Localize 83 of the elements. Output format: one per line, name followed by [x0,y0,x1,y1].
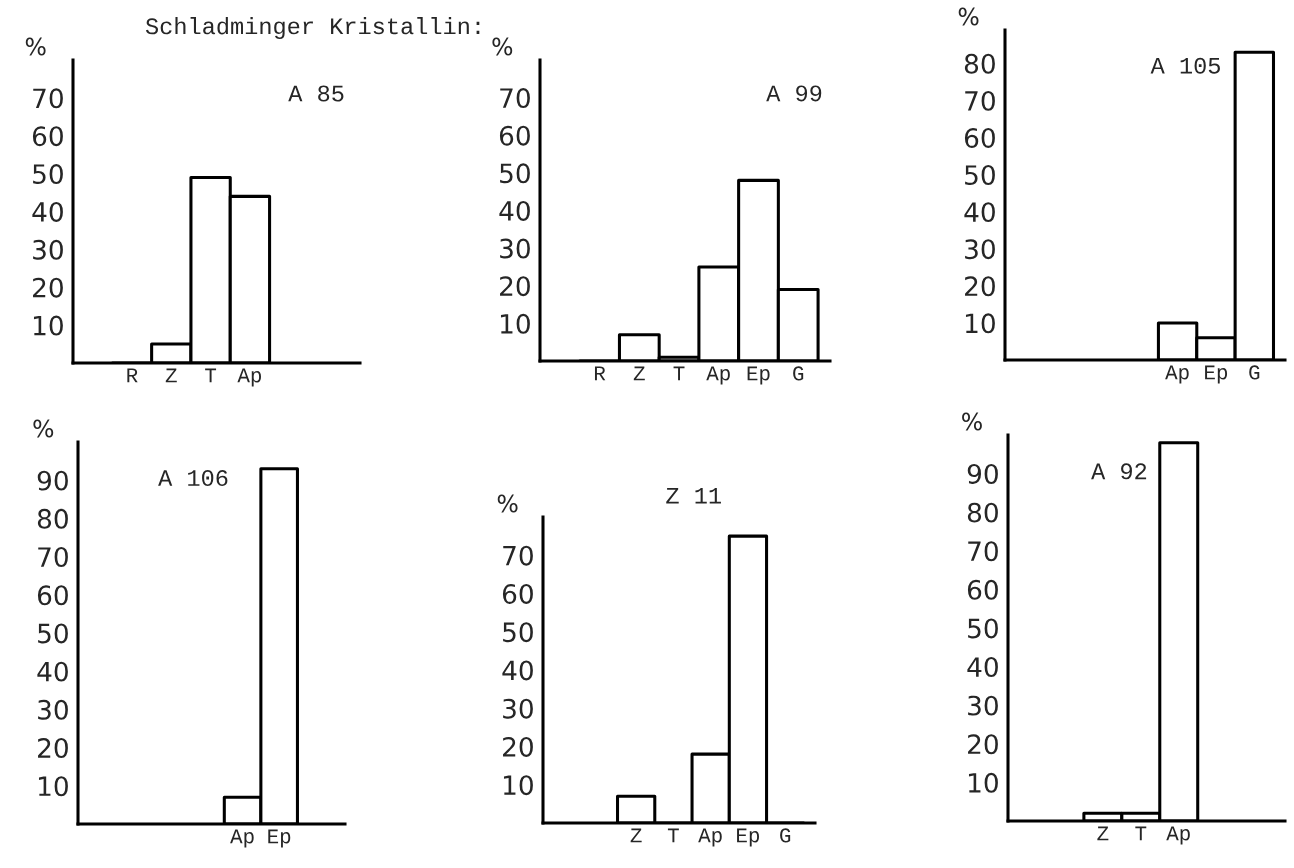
text: A 85 [288,85,344,102]
y-tick-label: 80 [967,502,998,523]
y-tick-label: 20 [503,736,533,757]
x-tick-label: Z [165,368,177,383]
y-tick-label: 50 [965,165,995,186]
x-tick-label: Ap [237,368,261,387]
x-tick-label: T [205,368,217,383]
text: A 99 [766,85,822,102]
y-tick-label: 10 [965,313,995,334]
y-axis-title: % [33,419,54,438]
y-tick-label: 30 [503,698,533,719]
y-axis-title: % [958,7,979,26]
x-tick-label: T [673,366,685,381]
y-tick-label: 70 [38,547,68,567]
x-tick-label: Ap [1165,365,1189,384]
y-tick-label: 30 [33,239,63,260]
y-tick-label: 20 [500,276,530,297]
y-axis-title: % [497,494,518,513]
y-tick-label: 40 [37,661,68,682]
text: A 106 [158,470,228,487]
x-tick-label: Z [1097,826,1109,841]
x-tick-label: Ap [706,366,730,385]
y-axis-title: % [962,412,982,431]
x-tick-label: Ep [747,366,770,385]
x-tick-label: G [780,828,791,843]
y-tick-label: 20 [968,734,998,755]
y-tick-label: 70 [968,541,998,562]
y-tick-label: 70 [33,88,63,109]
y-tick-label: 60 [964,127,995,148]
y-tick-label: 80 [37,508,68,529]
y-tick-label: 60 [37,585,68,606]
y-tick-label: 60 [967,579,998,600]
y-tick-label: 60 [32,126,63,147]
y-tick-label: 80 [964,53,995,74]
y-tick-label: 40 [502,660,533,681]
x-tick-label: Z [630,828,642,843]
x-tick-label: Ep [268,829,291,848]
y-tick-label: 40 [967,657,998,677]
y-tick-label: 10 [500,313,530,334]
y-tick-label: 20 [965,276,995,297]
x-tick-label: Ap [698,828,722,847]
y-tick-label: 30 [965,239,995,260]
y-tick-label: 10 [503,775,533,796]
y-tick-label: 30 [968,695,998,716]
y-tick-label: 50 [33,164,63,185]
y-tick-label: 30 [38,699,68,720]
x-tick-label: R [127,368,138,383]
y-tick-label: 40 [499,200,530,221]
x-tick-label: Ep [737,828,760,847]
y-tick-label: 70 [503,545,533,566]
y-axis-title: % [492,37,513,56]
x-tick-label: Ap [1166,826,1190,845]
y-tick-label: 40 [32,201,63,222]
x-tick-label: G [793,366,804,381]
y-tick-label: 60 [502,583,533,604]
y-tick-label: 60 [499,125,530,146]
y-tick-label: 30 [500,238,530,259]
x-tick-label: T [667,828,679,843]
y-tick-label: 10 [968,772,998,793]
y-tick-label: 70 [500,88,530,109]
y-tick-label: 20 [33,277,63,298]
y-tick-label: 50 [38,623,68,644]
y-tick-label: 90 [37,470,68,491]
text: A 92 [1091,463,1147,480]
y-axis-title: % [25,37,46,56]
x-tick-label: Ep [1205,365,1228,384]
y-tick-label: 50 [503,622,533,643]
x-tick-label: G [1249,365,1260,380]
y-tick-label: 40 [964,202,995,223]
x-tick-label: Ap [230,829,254,848]
y-tick-label: 70 [965,90,995,111]
x-tick-label: R [594,366,606,381]
text: Schladminger Kristallin: [145,17,480,39]
y-tick-label: 90 [967,464,998,484]
y-tick-label: 10 [38,776,68,797]
y-tick-label: 50 [500,163,530,184]
y-tick-label: 10 [33,315,63,336]
x-tick-label: Z [633,366,645,381]
y-tick-label: 20 [38,738,68,758]
x-tick-label: T [1135,826,1147,841]
chart-title: Z 11 [666,487,721,504]
text: A 105 [1150,57,1220,74]
y-tick-label: 50 [968,618,998,639]
